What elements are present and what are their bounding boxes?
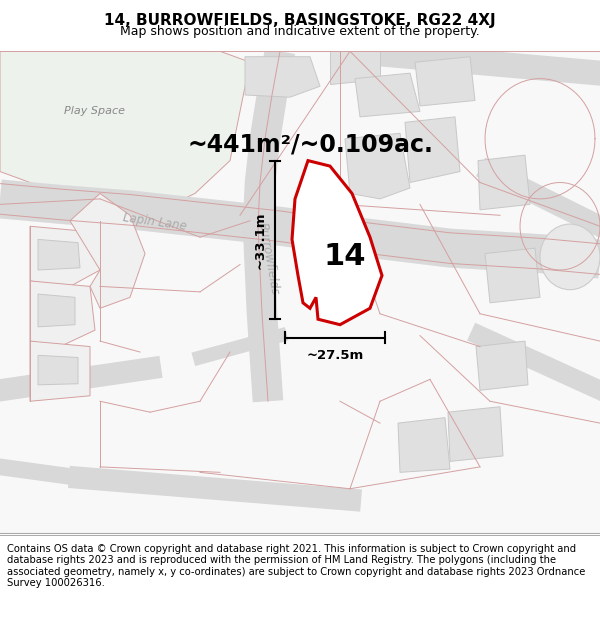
Text: Map shows position and indicative extent of the property.: Map shows position and indicative extent… — [120, 26, 480, 39]
Polygon shape — [485, 248, 540, 302]
Polygon shape — [405, 117, 460, 182]
Polygon shape — [448, 407, 503, 461]
Polygon shape — [345, 133, 410, 199]
Text: Burrowfields: Burrowfields — [256, 222, 282, 296]
Polygon shape — [292, 161, 382, 325]
Polygon shape — [316, 232, 368, 298]
Polygon shape — [0, 51, 250, 210]
Text: Play Space: Play Space — [65, 106, 125, 116]
Text: ~441m²/~0.109ac.: ~441m²/~0.109ac. — [187, 132, 433, 156]
Text: Contains OS data © Crown copyright and database right 2021. This information is : Contains OS data © Crown copyright and d… — [7, 544, 586, 588]
Polygon shape — [245, 57, 320, 97]
Polygon shape — [330, 51, 380, 84]
Text: Lapin Lane: Lapin Lane — [122, 211, 188, 232]
Polygon shape — [415, 57, 475, 106]
Text: 14, BURROWFIELDS, BASINGSTOKE, RG22 4XJ: 14, BURROWFIELDS, BASINGSTOKE, RG22 4XJ — [104, 12, 496, 28]
Text: 14: 14 — [324, 242, 366, 271]
Circle shape — [540, 224, 600, 290]
Polygon shape — [476, 341, 528, 390]
Polygon shape — [38, 355, 78, 385]
Polygon shape — [355, 73, 420, 117]
Polygon shape — [398, 418, 450, 472]
Polygon shape — [30, 281, 95, 346]
Polygon shape — [38, 294, 75, 327]
Polygon shape — [38, 239, 80, 270]
Polygon shape — [30, 341, 90, 401]
Polygon shape — [478, 155, 530, 210]
Text: ~27.5m: ~27.5m — [307, 349, 364, 362]
Text: ~33.1m: ~33.1m — [254, 211, 267, 269]
Polygon shape — [70, 194, 145, 308]
Polygon shape — [0, 51, 600, 532]
Polygon shape — [30, 226, 100, 286]
